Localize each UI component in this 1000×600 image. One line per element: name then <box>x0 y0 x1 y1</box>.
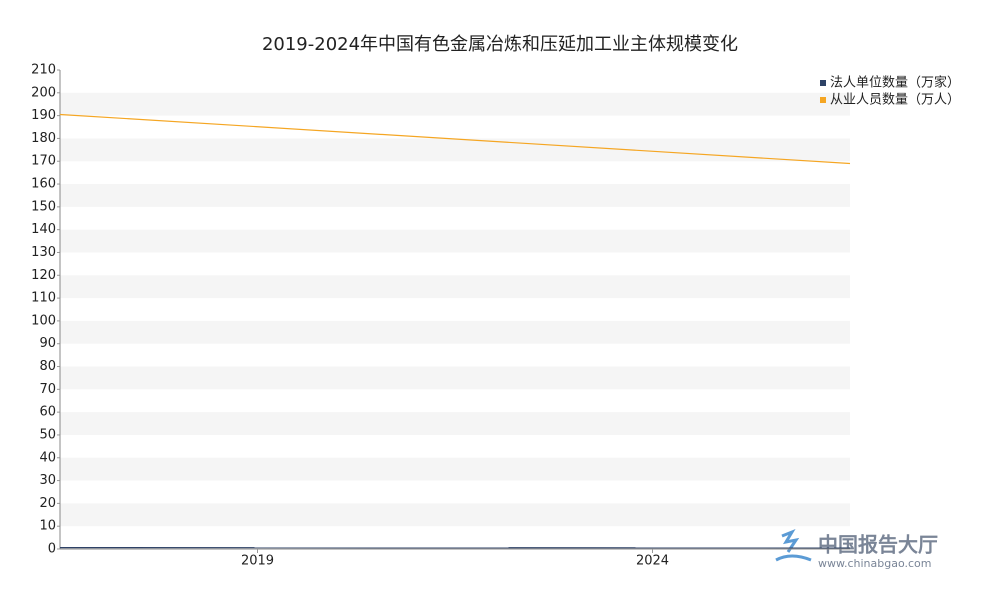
y-tick-label: 180 <box>31 131 56 146</box>
watermark: 中国报告大厅 www.chinabgao.com <box>775 528 938 570</box>
y-tick-label: 100 <box>31 313 56 328</box>
grid-band <box>60 412 850 435</box>
legend-label: 法人单位数量（万家） <box>830 75 960 91</box>
watermark-name: 中国报告大厅 <box>818 533 938 557</box>
y-tick-label: 30 <box>39 473 56 488</box>
chart-title: 2019-2024年中国有色金属冶炼和压延加工业主体规模变化 <box>262 34 738 55</box>
y-tick-label: 200 <box>31 85 56 100</box>
watermark-url: www.chinabgao.com <box>818 557 932 570</box>
y-tick-label: 90 <box>39 336 56 351</box>
y-tick-label: 190 <box>31 108 56 123</box>
y-tick-label: 80 <box>39 359 56 374</box>
grid-band <box>60 92 850 116</box>
grid-band <box>60 138 850 162</box>
y-tick-label: 170 <box>31 154 56 169</box>
y-tick-label: 160 <box>31 177 56 192</box>
legend-swatch <box>820 97 826 103</box>
y-tick-label: 20 <box>39 496 56 511</box>
grid-band <box>60 229 850 253</box>
grid-band <box>60 457 850 481</box>
series-line <box>59 113 851 165</box>
grid-band <box>60 320 850 344</box>
y-tick-label: 70 <box>39 382 56 397</box>
watermark-logo <box>775 528 812 562</box>
y-tick-label: 150 <box>31 199 56 214</box>
y-tick-label: 10 <box>39 519 56 534</box>
grid-band <box>60 503 850 527</box>
grid-bands <box>60 92 850 527</box>
grid-band <box>60 366 850 390</box>
grid-band <box>60 275 850 299</box>
y-tick-label: 210 <box>31 63 56 78</box>
y-tick-label: 140 <box>31 222 56 237</box>
legend-label: 从业人员数量（万人） <box>830 93 960 108</box>
y-tick-label: 110 <box>31 291 56 306</box>
legend-swatch <box>820 80 826 86</box>
y-tick-label: 0 <box>48 542 56 557</box>
grid-band <box>60 184 850 207</box>
y-tick-label: 40 <box>39 450 56 465</box>
y-tick-label: 130 <box>31 245 56 260</box>
x-tick-label: 2024 <box>636 554 669 569</box>
y-tick-label: 60 <box>39 405 56 420</box>
y-tick-label: 50 <box>39 427 56 442</box>
y-tick-label: 120 <box>31 268 56 283</box>
x-tick-label: 2019 <box>241 554 274 569</box>
